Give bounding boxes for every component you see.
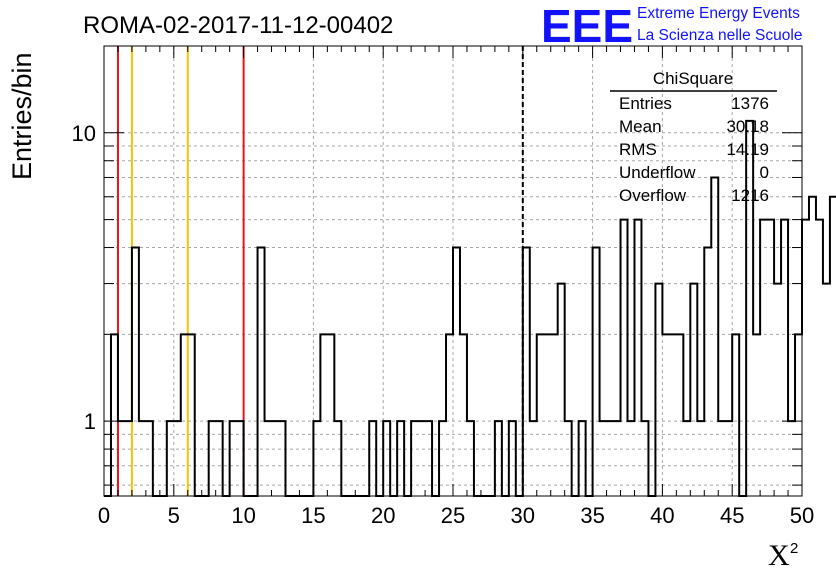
stats-value-underflow: 0 — [760, 163, 769, 182]
x-axis-label-superscript: 2 — [790, 540, 798, 557]
stats-label-mean: Mean — [619, 117, 662, 136]
stats-label-underflow: Underflow — [619, 163, 696, 182]
y-tick-label: 1 — [84, 409, 96, 434]
x-axis-ticks: 0 5 10 15 20 25 30 35 40 45 50 — [98, 46, 814, 528]
x-tick-label: 30 — [511, 503, 535, 528]
stats-value-overflow: 1216 — [731, 186, 769, 205]
stats-label-entries: Entries — [619, 94, 672, 113]
logo-mark: EEE — [541, 0, 633, 52]
x-tick-label: 5 — [168, 503, 180, 528]
stats-value-mean: 30.18 — [726, 117, 769, 136]
logo-line-2: La Scienza nelle Scuole — [637, 27, 802, 44]
x-tick-label: 10 — [231, 503, 255, 528]
stats-value-entries: 1376 — [731, 94, 769, 113]
stats-title: ChiSquare — [653, 69, 733, 88]
x-tick-label: 45 — [720, 503, 744, 528]
x-tick-label: 15 — [301, 503, 325, 528]
stats-label-rms: RMS — [619, 140, 657, 159]
x-axis-label: X 2 — [768, 539, 798, 572]
x-tick-label: 40 — [650, 503, 674, 528]
y-axis-ticks: 1 10 — [72, 45, 802, 486]
stats-box: ChiSquare Entries 1376 Mean 30.18 RMS 14… — [610, 69, 777, 205]
stats-label-overflow: Overflow — [619, 186, 687, 205]
x-tick-label: 35 — [580, 503, 604, 528]
x-tick-label: 25 — [441, 503, 465, 528]
x-tick-label: 0 — [98, 503, 110, 528]
y-tick-label: 10 — [72, 121, 96, 146]
chart-title: ROMA-02-2017-11-12-00402 — [83, 12, 393, 39]
x-tick-label: 20 — [371, 503, 395, 528]
x-axis-label-base: X — [768, 539, 790, 572]
x-tick-label: 50 — [790, 503, 814, 528]
reference-lines — [116, 46, 524, 496]
logo-line-1: Extreme Energy Events — [637, 5, 800, 22]
eee-logo: EEE Extreme Energy Events La Scienza nel… — [541, 0, 802, 52]
y-axis-label: Entries/bin — [7, 52, 37, 180]
stats-value-rms: 14.19 — [726, 140, 769, 159]
